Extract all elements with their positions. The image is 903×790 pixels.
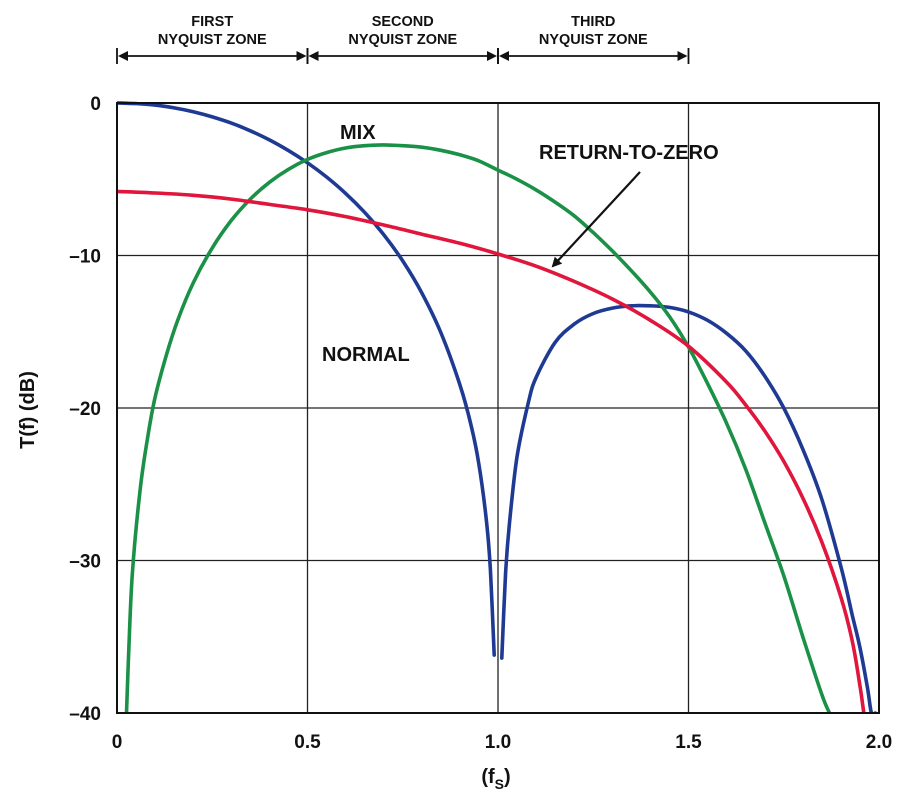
y-tick-label-3: –30 <box>69 552 101 573</box>
curves <box>117 101 877 713</box>
label-normal: NORMAL <box>322 344 410 366</box>
zone-label-line1-0: FIRST <box>191 14 233 30</box>
x-tick-label-1: 0.5 <box>294 732 321 753</box>
x-axis-title: (fS) <box>481 766 510 790</box>
zone-label-line2-1: NYQUIST ZONE <box>348 32 457 48</box>
x-axis-title-main: (f <box>481 766 495 788</box>
grid <box>117 103 879 713</box>
zone-label-line2-2: NYQUIST ZONE <box>539 32 648 48</box>
x-axis-title-close: ) <box>504 766 511 788</box>
y-axis-title: T(f) (dB) <box>17 371 39 449</box>
series-normal-line-0 <box>117 101 496 657</box>
series-normal-line-1 <box>500 303 877 713</box>
plot-frame <box>116 102 880 714</box>
label-return-to-zero: RETURN-TO-ZERO <box>539 142 719 164</box>
zone-label-line2-0: NYQUIST ZONE <box>158 32 267 48</box>
y-tick-label-0: 0 <box>90 94 101 115</box>
x-tick-labels: 0 0.5 1.0 1.5 2.0 <box>112 732 893 753</box>
y-tick-label-2: –20 <box>69 399 101 420</box>
y-tick-labels: 0 –10 –20 –30 –40 <box>69 94 101 725</box>
series-return-to-zero-line-0 <box>117 189 866 713</box>
x-axis-title-subscript: S <box>495 776 504 790</box>
x-tick-label-4: 2.0 <box>866 732 892 753</box>
label-mix: MIX <box>340 122 376 144</box>
nyquist-zones: FIRST NYQUIST ZONE SECOND NYQUIST ZONE THIRD… <box>116 14 690 64</box>
series-mix-line-0 <box>124 143 832 713</box>
x-tick-label-2: 1.0 <box>485 732 511 753</box>
zone-label-line1-2: THIRD <box>571 14 615 30</box>
zone-label-line1-1: SECOND <box>372 14 434 30</box>
return-to-zero-arrow <box>551 171 641 268</box>
y-tick-label-1: –10 <box>69 247 101 268</box>
x-tick-label-0: 0 <box>112 732 123 753</box>
x-tick-label-3: 1.5 <box>675 732 702 753</box>
y-tick-label-4: –40 <box>69 704 101 725</box>
